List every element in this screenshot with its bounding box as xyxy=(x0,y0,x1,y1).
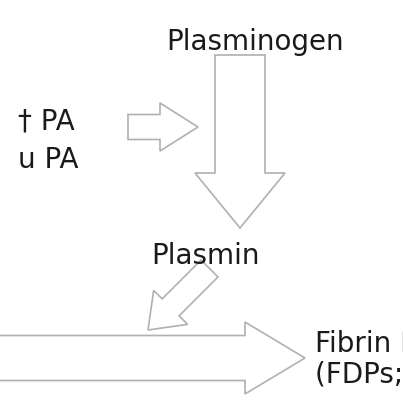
Polygon shape xyxy=(128,103,198,151)
Polygon shape xyxy=(195,55,285,228)
Text: Plasminogen: Plasminogen xyxy=(166,28,344,56)
Text: (FDPs; D-Dimer: (FDPs; D-Dimer xyxy=(315,360,403,388)
Polygon shape xyxy=(0,322,305,394)
Text: Fibrin Degrada: Fibrin Degrada xyxy=(315,330,403,358)
Text: Plasmin: Plasmin xyxy=(151,242,259,270)
Polygon shape xyxy=(148,260,218,330)
Text: † PA
u PA: † PA u PA xyxy=(18,107,79,174)
